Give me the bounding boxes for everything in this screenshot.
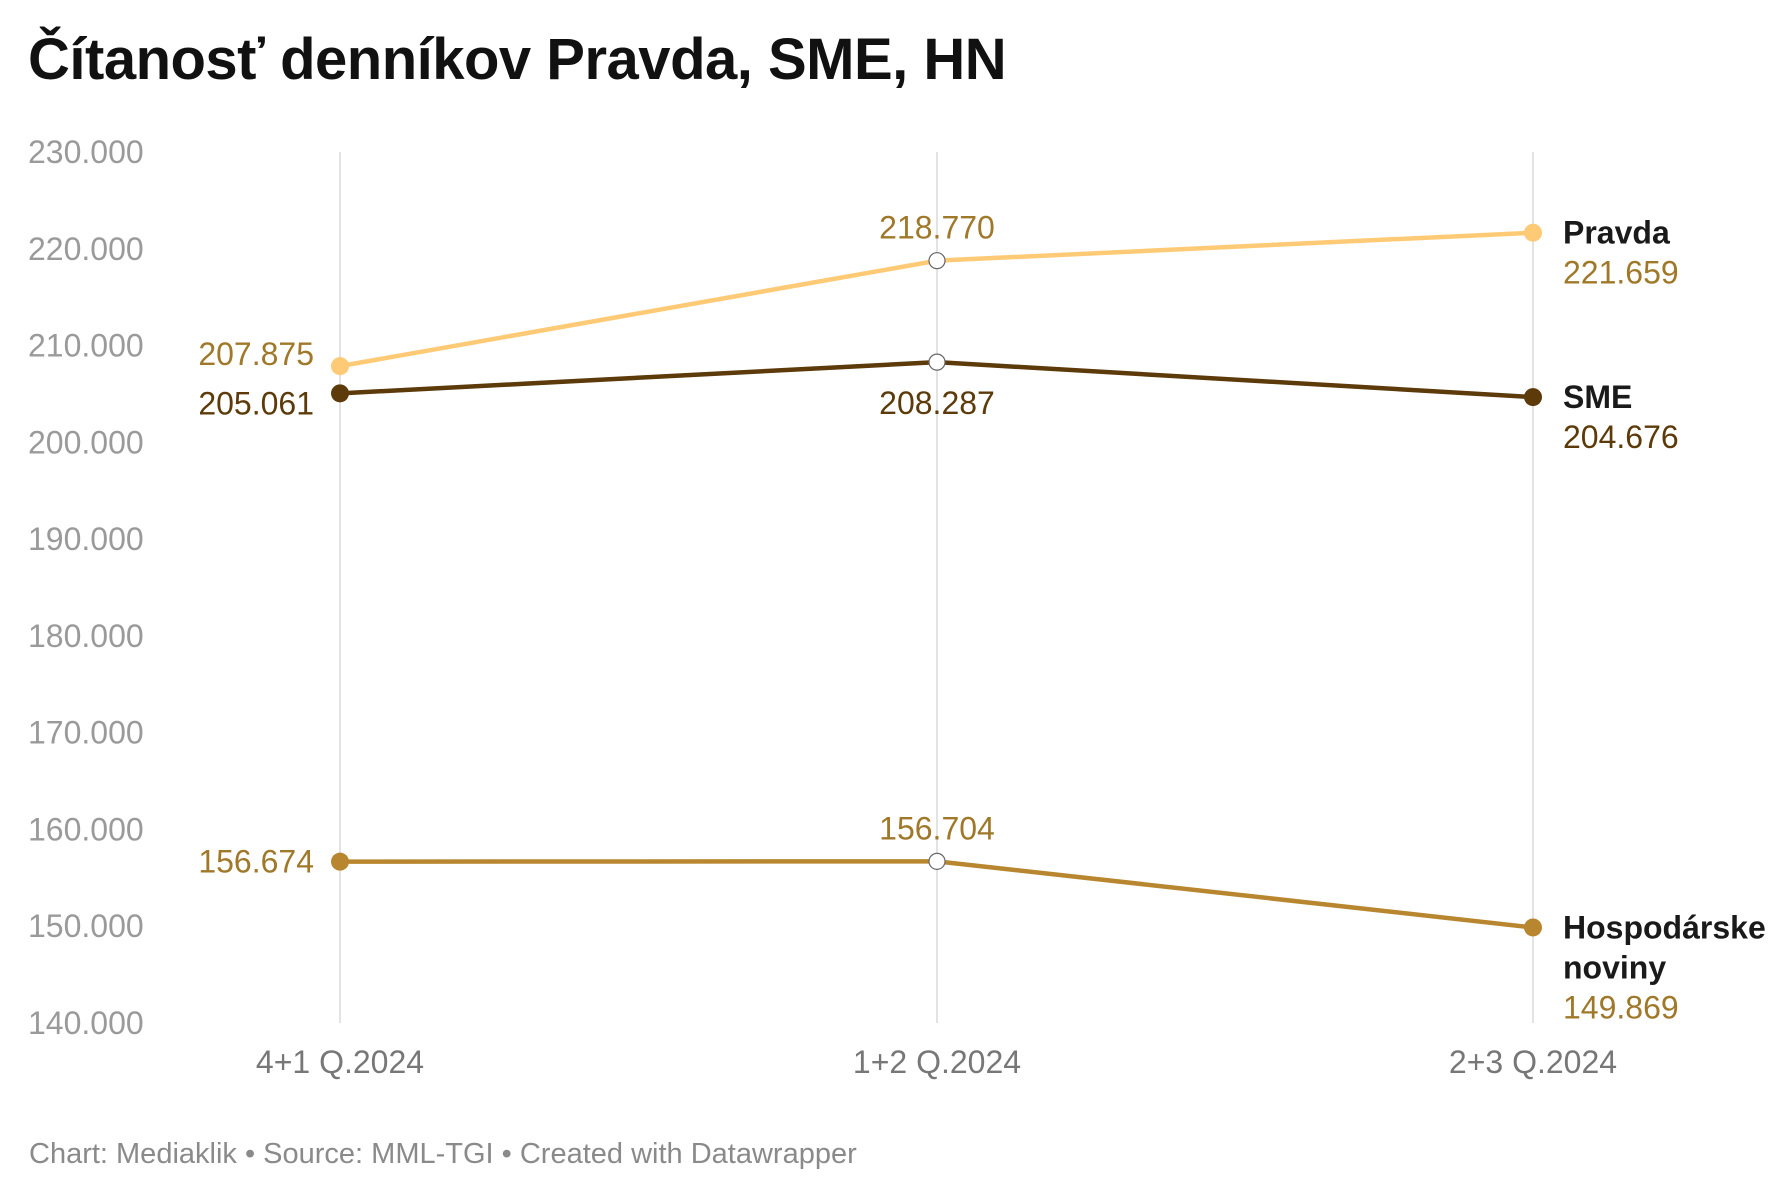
series-points [331, 223, 1542, 937]
y-axis: 230.000 220.000 210.000 200.000 190.000 180.0… [28, 134, 144, 1041]
series-name-hn: noviny [1563, 949, 1666, 985]
series-name-hn: Hospodárske [1563, 909, 1766, 945]
data-label-sme: 208.287 [879, 385, 995, 421]
y-tick-label: 200.000 [28, 424, 144, 460]
x-axis: 4+1 Q.2024 1+2 Q.2024 2+3 Q.2024 [256, 1044, 1617, 1080]
data-labels: 207.875 218.770 221.659 205.061 208.287 204.6… [198, 210, 1678, 1026]
y-tick-label: 170.000 [28, 715, 144, 751]
y-tick-label: 210.000 [28, 328, 144, 364]
series-name-pravda: Pravda [1563, 215, 1670, 251]
data-label-hn: 156.704 [879, 810, 995, 846]
x-tick-label: 2+3 Q.2024 [1449, 1044, 1617, 1080]
data-point-sme [1524, 388, 1542, 407]
data-point-pravda [1524, 223, 1542, 242]
data-point-hn [928, 852, 946, 870]
x-tick-label: 4+1 Q.2024 [256, 1044, 424, 1080]
gridlines [339, 152, 1534, 1023]
series-name-sme: SME [1563, 379, 1632, 415]
data-label-pravda: 207.875 [198, 336, 314, 372]
y-tick-label: 230.000 [28, 134, 144, 170]
data-point-sme [928, 353, 946, 371]
data-point-hn [331, 852, 349, 871]
data-point-hn [1524, 918, 1542, 937]
data-point-pravda [928, 252, 946, 270]
x-tick-label: 1+2 Q.2024 [853, 1044, 1021, 1080]
y-tick-label: 180.000 [28, 618, 144, 654]
data-label-hn: 149.869 [1563, 989, 1679, 1025]
chart-footer: Chart: Mediaklik • Source: MML-TGI • Cre… [29, 1138, 857, 1170]
data-point-sme [331, 384, 349, 403]
y-tick-label: 220.000 [28, 231, 144, 267]
data-label-hn: 156.674 [198, 844, 314, 880]
series-legend: Pravda SME Hospodárske noviny [1563, 215, 1766, 986]
data-label-pravda: 218.770 [879, 210, 995, 246]
data-label-sme: 204.676 [1563, 419, 1679, 455]
y-tick-label: 150.000 [28, 908, 144, 944]
y-tick-label: 160.000 [28, 811, 144, 847]
y-tick-label: 140.000 [28, 1005, 144, 1041]
data-label-sme: 205.061 [198, 385, 314, 421]
chart-title: Čítanosť denníkov Pravda, SME, HN [28, 27, 1007, 92]
data-label-pravda: 221.659 [1563, 255, 1679, 291]
y-tick-label: 190.000 [28, 521, 144, 557]
data-point-pravda [331, 357, 349, 376]
